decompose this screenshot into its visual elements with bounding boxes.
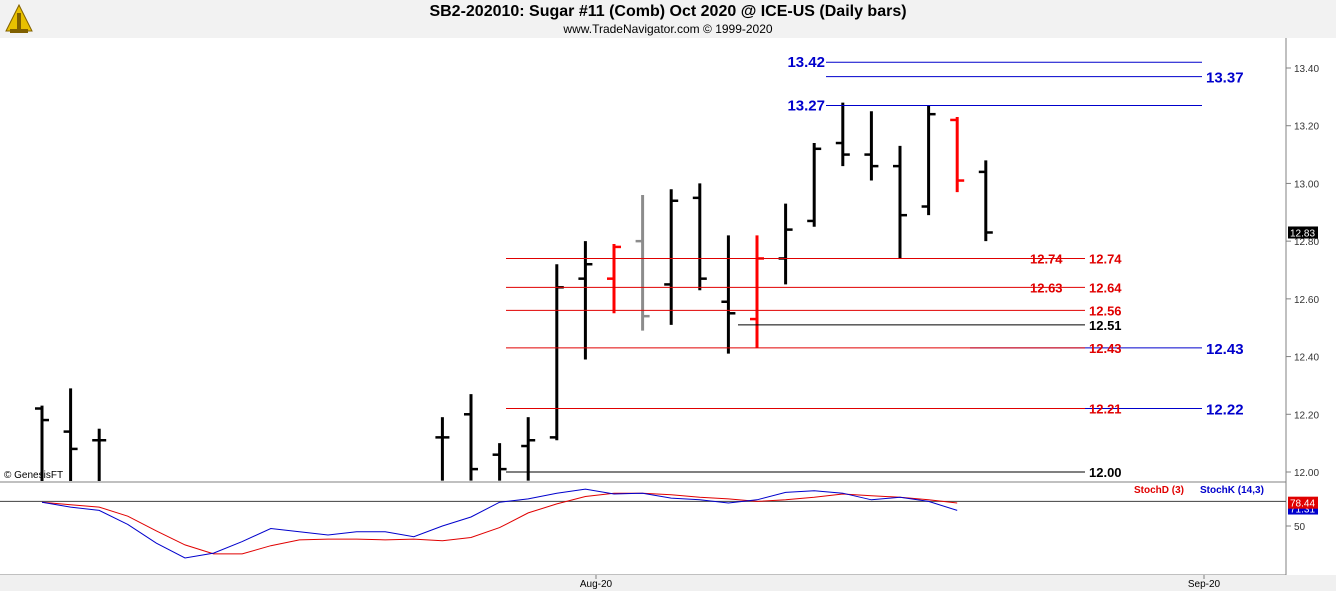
stoch-line — [41, 492, 958, 555]
stochd-value: 78.44 — [1290, 499, 1315, 510]
chart-title: SB2-202010: Sugar #11 (Comb) Oct 2020 @ … — [429, 3, 907, 20]
level-label: 12.43 — [1089, 341, 1122, 356]
level-label: 12.74 — [1030, 251, 1063, 266]
stoch-line — [41, 488, 958, 559]
level-label: 12.74 — [1089, 251, 1122, 266]
y-tick-label: 12.60 — [1294, 295, 1319, 306]
level-label: 12.43 — [1206, 341, 1244, 358]
level-label: 12.63 — [1030, 280, 1063, 295]
level-label: 12.56 — [1089, 303, 1122, 318]
level-label: 13.42 — [787, 54, 825, 71]
y-tick-label: 50 — [1294, 522, 1306, 533]
copyright-label: © GenesisFT — [4, 470, 63, 481]
last-price-label: 12.83 — [1290, 228, 1315, 239]
level-label: 13.37 — [1206, 70, 1244, 87]
y-tick-label: 13.20 — [1294, 122, 1319, 133]
x-tick-label: Aug-20 — [580, 579, 613, 590]
y-tick-label: 12.00 — [1294, 468, 1319, 479]
level-label: 12.64 — [1089, 280, 1122, 295]
y-tick-label: 12.20 — [1294, 410, 1319, 421]
y-tick-label: 12.80 — [1294, 237, 1319, 248]
stochd-badge — [1288, 496, 1318, 509]
stochk-value: 71.31 — [1290, 505, 1315, 516]
level-label: 12.21 — [1089, 402, 1122, 417]
level-label: 13.27 — [787, 98, 825, 115]
genesis-logo-icon — [5, 3, 33, 33]
title-bar — [0, 0, 1336, 38]
y-tick-label: 12.40 — [1294, 353, 1319, 364]
legend-entry: StochD (3) — [1134, 485, 1184, 496]
y-tick-label: 13.00 — [1294, 179, 1319, 190]
x-tick-label: Sep-20 — [1188, 579, 1221, 590]
level-label: 12.51 — [1089, 318, 1122, 333]
level-label: 12.00 — [1089, 465, 1122, 480]
y-tick-label: 13.40 — [1294, 64, 1319, 75]
last-price-badge — [1288, 226, 1318, 239]
legend-entry: StochK (14,3) — [1200, 485, 1264, 496]
chart-subtitle: www.TradeNavigator.com © 1999-2020 — [563, 22, 773, 36]
level-label: 12.22 — [1206, 402, 1244, 419]
